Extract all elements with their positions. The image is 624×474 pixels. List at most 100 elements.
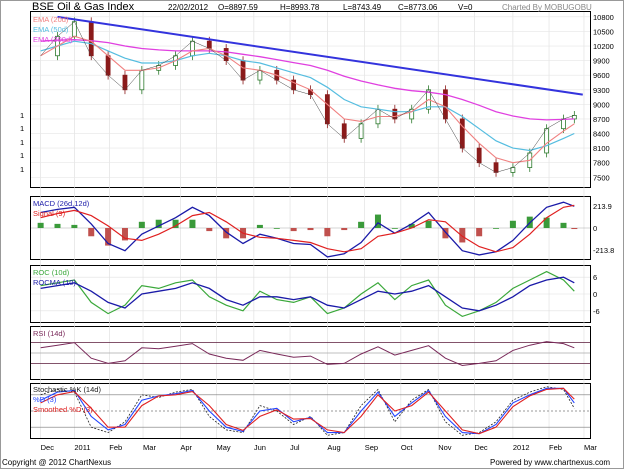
price-candle (358, 123, 364, 139)
macd-histogram-bar (206, 228, 213, 232)
macd-line (40, 201, 575, 258)
chart-title: BSE Oil & Gas Index (32, 1, 135, 13)
macd-histogram-bar (155, 219, 162, 228)
macd-histogram-bar (307, 228, 314, 231)
macd-histogram-bar (459, 228, 466, 243)
rsi-legend-item: RSI (14d) (33, 329, 66, 338)
stochastic-smoothed-d-line (40, 387, 575, 435)
price-candle (459, 118, 465, 149)
price-candle (71, 21, 77, 37)
macd-histogram-bar (358, 221, 365, 228)
price-candle (510, 167, 516, 173)
macd-histogram-bar (442, 228, 449, 239)
price-y-tick-label: 9000 (593, 100, 610, 109)
macd-y-tick-label: 0 (593, 224, 597, 233)
rsi-line (40, 341, 575, 367)
stochastic-legend-item: Stochastic %K (14d) (33, 385, 101, 394)
macd-histogram-bar (493, 228, 500, 229)
price-candle (571, 114, 577, 120)
x-tick-label: Jun (254, 443, 266, 452)
macd-histogram-bar (273, 228, 280, 229)
macd-histogram-bar (571, 228, 578, 230)
macd-histogram-bar (256, 224, 263, 228)
x-tick-label: 2012 (513, 443, 530, 452)
close-line (40, 21, 575, 173)
ema20-line (40, 35, 575, 164)
price-candle (105, 55, 111, 76)
macd-y-tick-label: 213.9 (593, 202, 612, 211)
macd-histogram-bar (425, 220, 432, 228)
x-tick-label: Dec (41, 443, 55, 452)
macd-histogram-bar (324, 228, 331, 237)
header-high: H=8993.78 (280, 3, 320, 12)
x-tick-label: May (217, 443, 231, 452)
macd-histogram-bar (121, 228, 128, 241)
macd-histogram-bar (105, 228, 112, 246)
price-y-tick-label: 7500 (593, 173, 610, 182)
x-tick-label: Sep (365, 443, 378, 452)
price-candle (206, 40, 212, 49)
price-candle (476, 147, 482, 164)
macd-histogram-bar (54, 223, 61, 228)
roc-panel-frame (30, 265, 591, 323)
price-y-tick-label: 8400 (593, 130, 610, 139)
stochastic-legend-item: Smoothed %D (3) (33, 405, 93, 414)
x-tick-label: Mar (143, 443, 156, 452)
macd-histogram-bar (543, 217, 550, 228)
x-tick-label: Feb (549, 443, 562, 452)
price-candle (223, 48, 229, 62)
rocma-line (40, 276, 575, 312)
labels-layer: Dec 2011 Feb Mar Apr May Jun Jul Aug Sep Oct Nov Dec… (20, 13, 614, 452)
powered-by-text: Powered by www.chartnexus.com (490, 458, 610, 467)
macd-histogram-bar (290, 228, 297, 232)
x-tick-label: Dec (474, 443, 488, 452)
x-tick-label: 2011 (74, 443, 90, 452)
roc-y-tick-label: 6 (593, 273, 597, 282)
x-tick-label: Apr (180, 443, 192, 452)
price-left-axis-label: 1 (20, 151, 24, 160)
price-y-tick-label: 10200 (593, 42, 614, 51)
macd-histogram-bar (341, 228, 348, 231)
rsi-panel-frame (30, 326, 591, 380)
macd-legend-item: MACD (26d,12d) (33, 199, 90, 208)
copyright-text: Copyright @ 2012 ChartNexus (2, 458, 111, 467)
macd-histogram-bar (88, 228, 95, 237)
price-legend-item: EMA (50d) (33, 25, 69, 34)
macd-legend-item: Signal (9) (33, 209, 66, 218)
macd-histogram-bar (37, 222, 44, 228)
header-volume: V=0 (458, 3, 473, 12)
macd-histogram-bar (560, 222, 567, 228)
price-legend-item: EMA (20d) (33, 15, 69, 24)
ema200-line (40, 39, 575, 121)
macd-histogram-bar (476, 228, 483, 237)
roc-y-tick-label: -6 (593, 307, 600, 316)
macd-histogram-bar (509, 220, 516, 228)
price-y-tick-label: 8100 (593, 144, 610, 153)
price-candle (88, 21, 94, 57)
price-candle (341, 123, 347, 139)
macd-histogram-bar (223, 228, 230, 239)
signal-line (40, 204, 575, 253)
x-tick-label: Feb (109, 443, 122, 452)
price-candle (122, 74, 128, 91)
price-candle (561, 118, 566, 130)
price-left-axis-label: 1 (20, 165, 24, 174)
x-tick-label: Aug (327, 443, 340, 452)
macd-histogram-bar (71, 224, 78, 228)
macd-histogram-bar (138, 221, 145, 228)
header-close: C=8773.06 (398, 3, 438, 12)
price-left-axis-label: 1 (20, 138, 24, 147)
macd-histogram-bar (408, 223, 415, 228)
price-candle (392, 108, 398, 120)
macd-histogram-bar (374, 214, 381, 228)
price-candle (139, 69, 145, 91)
price-candle (324, 94, 330, 125)
macd-y-tick-label: -213.8 (593, 246, 614, 255)
macd-panel-frame (30, 196, 591, 260)
macd-histogram-bar (189, 219, 196, 228)
macd-histogram-bar (391, 228, 398, 229)
price-left-axis-label: 1 (20, 124, 24, 133)
price-candle (240, 60, 246, 81)
